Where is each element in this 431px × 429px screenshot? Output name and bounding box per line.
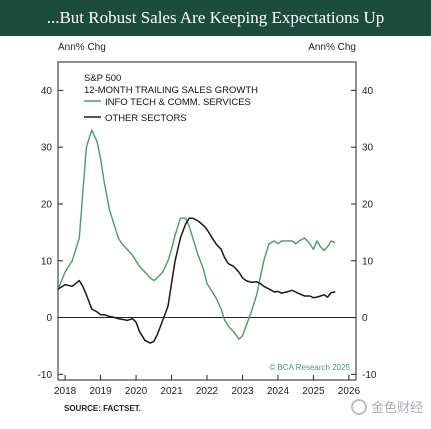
x-tick-label: 2019 — [89, 386, 112, 397]
legend-entry-green: INFO TECH & COMM. SERVICES — [105, 97, 251, 108]
line-chart: Ann% Chg Ann% Chg 40 30 20 10 0 -10 40 30 20 10 0… — [38, 42, 377, 413]
right-axis-unit-label: Ann% Chg — [308, 42, 356, 53]
y-tick-label-left: 10 — [41, 256, 53, 267]
x-tick-label: 2026 — [338, 386, 361, 397]
series-line-other-sectors — [57, 217, 336, 344]
y-tick-label-left: 20 — [41, 199, 53, 210]
y-tick-label-left: 30 — [41, 143, 53, 154]
x-axis-ticks: 2018 2019 2020 2021 2022 2023 2024 2025 2026 — [54, 375, 360, 397]
watermark: 金色财经 — [350, 397, 423, 416]
x-tick-label: 2023 — [231, 386, 254, 397]
x-tick-label: 2024 — [267, 386, 290, 397]
plot-frame — [57, 61, 357, 381]
legend-heading-2: 12-MONTH TRAILING SALES GROWTH — [84, 85, 258, 96]
y-tick-label-left: 40 — [41, 86, 53, 97]
y-tick-label-right: 0 — [362, 313, 368, 324]
legend: S&P 500 12-MONTH TRAILING SALES GROWTH I… — [84, 73, 258, 124]
chart-title-banner: ...But Robust Sales Are Keeping Expectat… — [0, 0, 431, 36]
x-tick-label: 2022 — [196, 386, 219, 397]
left-axis-unit-label: Ann% Chg — [58, 42, 106, 53]
y-tick-label-right: 40 — [362, 86, 374, 97]
right-axis-ticks: 40 30 20 10 0 -10 — [351, 86, 377, 381]
legend-entry-black: OTHER SECTORS — [105, 113, 187, 124]
y-tick-label-right: 30 — [362, 143, 374, 154]
y-tick-label-right: -10 — [362, 370, 377, 381]
x-tick-label: 2018 — [54, 386, 77, 397]
watermark-text: 金色财经 — [370, 401, 423, 416]
y-tick-label-right: 20 — [362, 199, 374, 210]
y-tick-label-left: 0 — [46, 313, 52, 324]
chart-area: Ann% Chg Ann% Chg 40 30 20 10 0 -10 40 30 20 10 0… — [0, 36, 431, 424]
series-layer — [57, 129, 336, 344]
x-tick-label: 2021 — [160, 386, 183, 397]
left-axis-ticks: 40 30 20 10 0 -10 — [38, 86, 63, 381]
x-tick-label: 2020 — [125, 386, 148, 397]
watermark-logo-icon — [350, 398, 367, 415]
series-line-info-tech — [57, 129, 336, 340]
chart-credit: © BCA Research 2025 — [269, 363, 350, 372]
y-tick-label-right: 10 — [362, 256, 374, 267]
source-note: SOURCE: FACTSET. — [64, 404, 141, 413]
legend-heading-1: S&P 500 — [84, 73, 121, 84]
x-tick-label: 2025 — [302, 386, 325, 397]
y-tick-label-left: -10 — [38, 370, 53, 381]
